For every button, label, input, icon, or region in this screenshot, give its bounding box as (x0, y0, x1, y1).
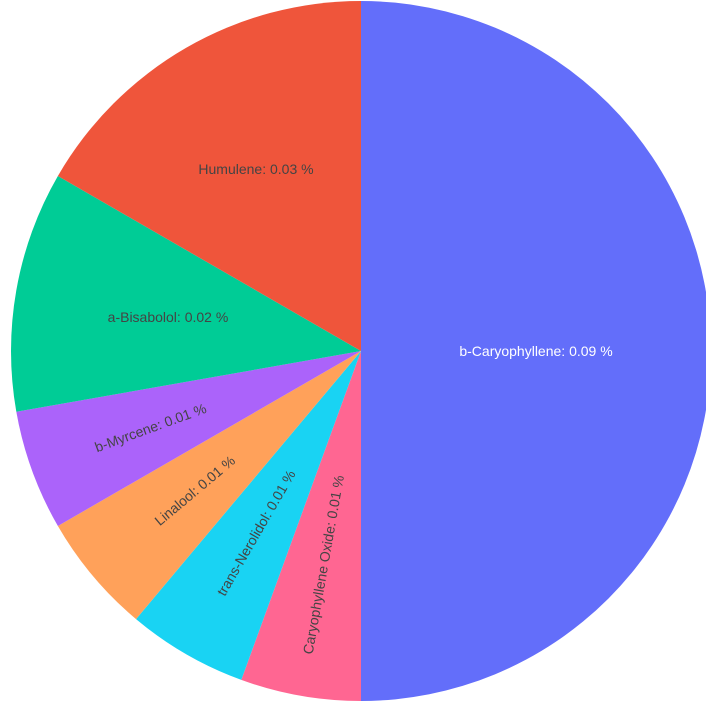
pie-slice-linalool[interactable] (57, 351, 361, 620)
pie-label-humulene: Humulene: 0.03 % (198, 161, 313, 177)
pie-slice-b-caryophyllene[interactable] (361, 1, 706, 701)
pie-label-b-caryophyllene: b-Caryophyllene: 0.09 % (459, 343, 612, 359)
pie-slice-b-myrcene[interactable] (16, 351, 361, 526)
pie-label-a-bisabolol: a-Bisabolol: 0.02 % (108, 309, 229, 325)
pie-slice-caryophyllene-oxide[interactable] (241, 351, 361, 701)
pie-slice-a-bisabolol[interactable] (11, 176, 362, 412)
pie-slice-trans-nerolidol[interactable] (136, 351, 361, 680)
pie-slices (11, 1, 706, 701)
pie-slice-humulene[interactable] (57, 1, 361, 351)
